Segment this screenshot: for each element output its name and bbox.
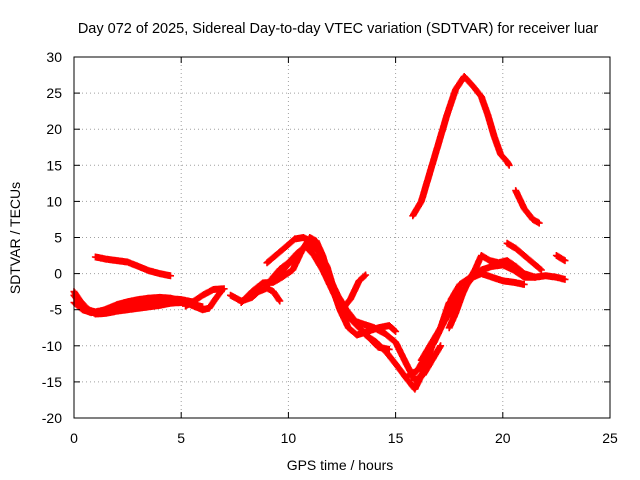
- y-tick-label: 10: [46, 193, 62, 209]
- x-tick-label: 5: [177, 430, 185, 446]
- series-track-17: [503, 239, 545, 274]
- x-tick-label: 25: [602, 430, 618, 446]
- series-markers: [182, 285, 228, 310]
- y-tick-label: 15: [46, 157, 62, 173]
- series-track-8: [267, 242, 393, 353]
- y-axis-label: SDTVAR / TECUs: [7, 182, 23, 294]
- series-markers: [267, 242, 393, 353]
- x-tick-label: 10: [281, 430, 297, 446]
- y-tick-label: -20: [42, 410, 62, 426]
- chart-title: Day 072 of 2025, Sidereal Day-to-day VTE…: [78, 21, 599, 37]
- series-track-18: [552, 252, 569, 265]
- series-markers: [417, 270, 528, 364]
- y-tick-label: -10: [42, 338, 62, 354]
- y-tick-label: -15: [42, 374, 62, 390]
- series-track-4: [70, 286, 226, 317]
- series-track-16: [445, 252, 569, 332]
- series-track-12: [409, 73, 513, 220]
- series-markers: [503, 239, 545, 274]
- y-tick-label: 20: [46, 121, 62, 137]
- x-tick-label: 20: [495, 430, 511, 446]
- series-track-15: [417, 270, 528, 364]
- series-track-13: [512, 187, 543, 227]
- series-markers: [409, 73, 513, 220]
- series-track-11: [338, 271, 370, 314]
- series-markers: [338, 271, 370, 314]
- data-series: [70, 73, 569, 393]
- series-markers: [552, 252, 569, 265]
- x-axis-label: GPS time / hours: [287, 457, 394, 473]
- axis-ticks: 0 5 10 15 20 25 -20 -15 -10 -5 0 5 10 15 20 25 30: [42, 49, 618, 446]
- x-tick-label: 0: [70, 430, 78, 446]
- series-markers: [512, 187, 543, 227]
- grid-lines: [74, 57, 610, 418]
- series-markers: [91, 253, 174, 280]
- y-tick-label: 5: [54, 230, 62, 246]
- y-tick-label: -5: [50, 302, 63, 318]
- y-tick-label: 30: [46, 49, 62, 65]
- y-tick-label: 25: [46, 85, 62, 101]
- x-tick-label: 15: [388, 430, 404, 446]
- series-track-1: [91, 253, 174, 280]
- y-tick-label: 0: [54, 266, 62, 282]
- series-markers: [445, 252, 569, 332]
- series-markers: [70, 286, 226, 317]
- series-track-5: [182, 285, 228, 310]
